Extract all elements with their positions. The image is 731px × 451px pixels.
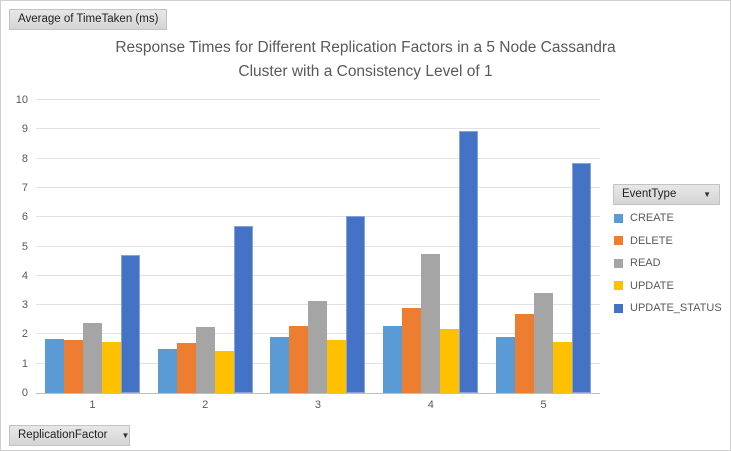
bar-update-rf5[interactable] — [553, 341, 573, 393]
bar-update_status-rf1[interactable] — [120, 255, 140, 393]
y-tick-label: 1 — [21, 357, 28, 370]
y-tick-label: 10 — [15, 94, 28, 106]
legend-field-label: EventType — [622, 188, 677, 200]
legend-item-create: CREATE — [614, 207, 729, 230]
legend-label: DELETE — [630, 234, 673, 247]
bar-read-rf1[interactable] — [82, 322, 102, 393]
plot-area — [36, 99, 600, 394]
y-tick-label: 8 — [21, 152, 28, 165]
legend-swatch-icon — [614, 236, 623, 246]
x-axis-labels: 1 2 3 4 5 — [36, 399, 600, 411]
legend-swatch-icon — [614, 303, 623, 313]
gridline — [36, 186, 600, 188]
y-axis-labels: 0 1 2 3 4 5 6 7 8 9 10 — [1, 94, 32, 399]
x-tick-label: 4 — [427, 399, 434, 411]
bar-create-rf5[interactable] — [496, 337, 516, 393]
chart-title: Response Times for Different Replication… — [1, 36, 730, 84]
y-tick-label: 9 — [21, 123, 28, 136]
value-field-label: Average of TimeTaken (ms) — [18, 13, 159, 25]
dropdown-arrow-icon[interactable]: ▼ — [703, 190, 711, 199]
legend-item-update_status: UPDATE_STATUS — [614, 297, 729, 320]
x-tick-label: 1 — [89, 399, 96, 411]
gridline — [36, 99, 600, 100]
legend-field-button[interactable]: EventType ▼ — [613, 184, 720, 205]
bar-delete-rf4[interactable] — [402, 308, 422, 393]
gridline — [36, 274, 600, 276]
bar-read-rf3[interactable] — [308, 300, 328, 393]
bar-update_status-rf3[interactable] — [346, 215, 366, 393]
legend-label: UPDATE_STATUS — [630, 302, 722, 315]
x-tick-label: 3 — [314, 399, 322, 411]
bar-group-rf3 — [262, 100, 375, 393]
gridline — [36, 216, 600, 218]
legend-label: UPDATE — [630, 279, 674, 292]
legend-item-read: READ — [614, 252, 729, 275]
gridline — [36, 157, 600, 159]
bar-group-rf5 — [487, 100, 600, 393]
axis-field-button[interactable]: ReplicationFactor ▼ — [9, 425, 130, 446]
legend-item-update: UPDATE — [614, 275, 729, 298]
value-field-button[interactable]: Average of TimeTaken (ms) — [9, 9, 168, 30]
bar-read-rf4[interactable] — [421, 253, 441, 393]
chart-title-line-1: Response Times for Different Replication… — [115, 39, 616, 56]
bar-groups — [36, 100, 600, 393]
bar-create-rf3[interactable] — [270, 337, 290, 393]
legend-swatch-icon — [614, 258, 623, 268]
y-tick-label: 7 — [21, 181, 28, 194]
bar-delete-rf5[interactable] — [515, 313, 535, 393]
dropdown-arrow-icon[interactable]: ▼ — [121, 431, 130, 440]
y-tick-label: 5 — [21, 240, 28, 253]
bar-read-rf2[interactable] — [195, 327, 215, 393]
bar-delete-rf3[interactable] — [289, 325, 309, 393]
y-tick-label: 2 — [21, 328, 28, 341]
bar-update-rf1[interactable] — [101, 341, 121, 393]
y-tick-label: 6 — [21, 211, 28, 224]
y-tick-label: 4 — [21, 269, 28, 282]
y-tick-label: 3 — [21, 299, 28, 312]
bar-create-rf2[interactable] — [157, 349, 177, 393]
axis-field-label: ReplicationFactor — [18, 429, 108, 441]
legend-swatch-icon — [614, 281, 623, 291]
bar-read-rf5[interactable] — [534, 293, 554, 393]
legend-label: READ — [630, 257, 661, 270]
bar-delete-rf2[interactable] — [176, 343, 196, 393]
bar-update_status-rf5[interactable] — [572, 163, 592, 393]
legend: CREATE DELETE READ UPDATE UPDATE_STATUS — [614, 207, 729, 320]
bar-update-rf2[interactable] — [214, 350, 234, 393]
bar-update_status-rf4[interactable] — [459, 130, 479, 393]
legend-item-delete: DELETE — [614, 230, 729, 253]
bar-group-rf1 — [36, 100, 149, 393]
bar-update-rf3[interactable] — [327, 340, 347, 393]
legend-swatch-icon — [614, 213, 623, 223]
y-tick-label: 0 — [21, 387, 28, 399]
bar-update-rf4[interactable] — [440, 328, 460, 393]
bar-group-rf2 — [149, 100, 262, 393]
bar-update_status-rf2[interactable] — [233, 226, 253, 393]
x-tick-label: 5 — [540, 399, 547, 411]
gridline — [36, 245, 600, 247]
bar-create-rf1[interactable] — [44, 338, 64, 393]
bar-delete-rf1[interactable] — [63, 340, 83, 393]
gridline — [36, 128, 600, 130]
x-tick-label: 2 — [202, 399, 209, 411]
legend-label: CREATE — [630, 212, 674, 225]
bar-group-rf4 — [374, 100, 487, 393]
bar-create-rf4[interactable] — [383, 325, 403, 393]
chart-title-line-2: Cluster with a Consistency Level of 1 — [238, 63, 493, 80]
